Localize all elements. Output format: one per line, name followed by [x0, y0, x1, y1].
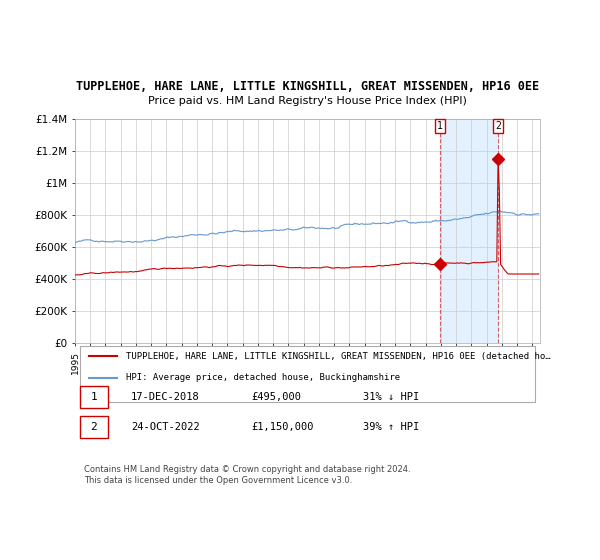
Text: TUPPLEHOE, HARE LANE, LITTLE KINGSHILL, GREAT MISSENDEN, HP16 0EE (detached ho…: TUPPLEHOE, HARE LANE, LITTLE KINGSHILL, … [126, 352, 551, 361]
Text: 39% ↑ HPI: 39% ↑ HPI [364, 422, 419, 432]
Text: 2: 2 [90, 422, 97, 432]
Text: 17-DEC-2018: 17-DEC-2018 [131, 392, 200, 402]
Text: £1,150,000: £1,150,000 [252, 422, 314, 432]
Text: Price paid vs. HM Land Registry's House Price Index (HPI): Price paid vs. HM Land Registry's House … [148, 96, 467, 106]
Text: 31% ↓ HPI: 31% ↓ HPI [364, 392, 419, 402]
FancyBboxPatch shape [80, 386, 107, 408]
FancyBboxPatch shape [80, 417, 107, 438]
Text: 24-OCT-2022: 24-OCT-2022 [131, 422, 200, 432]
Bar [440, 119, 498, 343]
FancyBboxPatch shape [80, 347, 535, 403]
Text: 1: 1 [437, 121, 443, 131]
Text: HPI: Average price, detached house, Buckinghamshire: HPI: Average price, detached house, Buck… [126, 373, 400, 382]
Text: £495,000: £495,000 [252, 392, 302, 402]
Text: Contains HM Land Registry data © Crown copyright and database right 2024.
This d: Contains HM Land Registry data © Crown c… [84, 465, 411, 484]
Text: TUPPLEHOE, HARE LANE, LITTLE KINGSHILL, GREAT MISSENDEN, HP16 0EE: TUPPLEHOE, HARE LANE, LITTLE KINGSHILL, … [76, 80, 539, 93]
Text: 1: 1 [90, 392, 97, 402]
Text: 2: 2 [495, 121, 501, 131]
